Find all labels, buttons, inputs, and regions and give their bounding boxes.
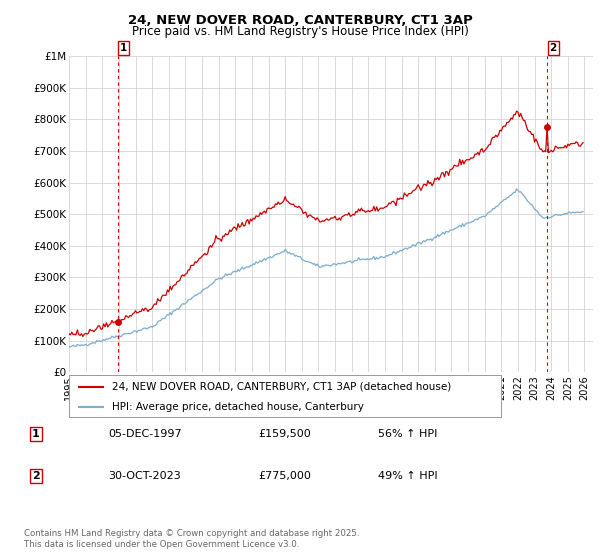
Text: 24, NEW DOVER ROAD, CANTERBURY, CT1 3AP (detached house): 24, NEW DOVER ROAD, CANTERBURY, CT1 3AP …	[112, 382, 451, 392]
Text: £159,500: £159,500	[258, 429, 311, 439]
Text: 2: 2	[32, 471, 40, 481]
Text: 24, NEW DOVER ROAD, CANTERBURY, CT1 3AP: 24, NEW DOVER ROAD, CANTERBURY, CT1 3AP	[128, 14, 472, 27]
Text: Price paid vs. HM Land Registry's House Price Index (HPI): Price paid vs. HM Land Registry's House …	[131, 25, 469, 38]
Text: 56% ↑ HPI: 56% ↑ HPI	[378, 429, 437, 439]
Text: 1: 1	[120, 43, 127, 53]
Text: 2: 2	[550, 43, 557, 53]
Text: £775,000: £775,000	[258, 471, 311, 481]
Text: HPI: Average price, detached house, Canterbury: HPI: Average price, detached house, Cant…	[112, 402, 364, 412]
Text: Contains HM Land Registry data © Crown copyright and database right 2025.
This d: Contains HM Land Registry data © Crown c…	[24, 529, 359, 549]
Point	[113, 318, 122, 326]
Text: 49% ↑ HPI: 49% ↑ HPI	[378, 471, 437, 481]
Text: 30-OCT-2023: 30-OCT-2023	[108, 471, 181, 481]
Point	[542, 123, 552, 132]
Text: 1: 1	[32, 429, 40, 439]
Text: 05-DEC-1997: 05-DEC-1997	[108, 429, 182, 439]
